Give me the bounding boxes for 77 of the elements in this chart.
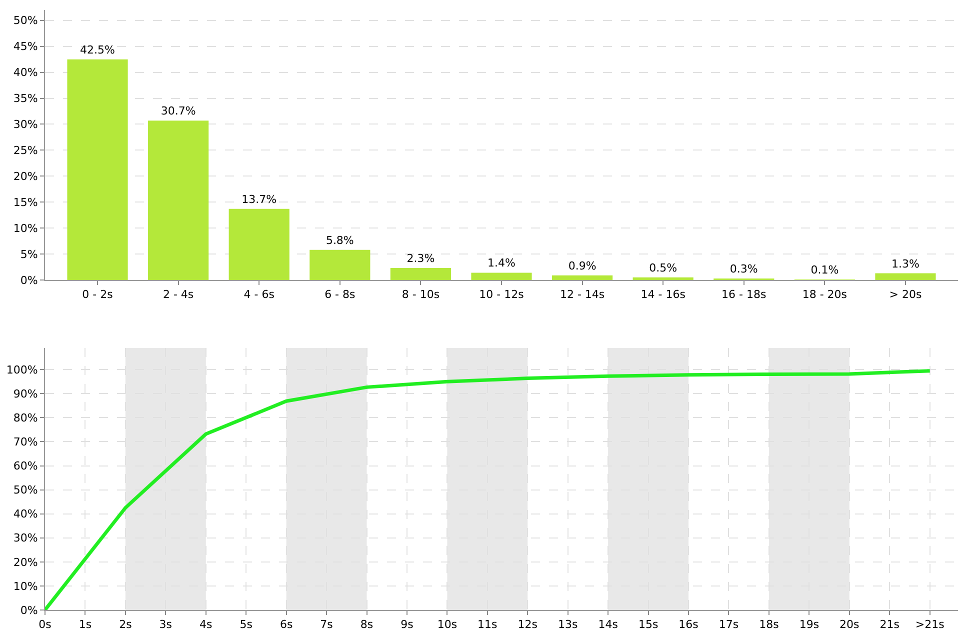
x-tick-label: 14 - 16s [640, 288, 686, 302]
data-label: 0.1% [810, 263, 839, 276]
x-tick-label: 12 - 14s [560, 288, 605, 302]
x-tick-label: 6 - 8s [324, 288, 356, 302]
y-tick-label: 90% [13, 388, 38, 401]
y-tick-label: 5% [20, 248, 38, 261]
y-tick-label: 50% [13, 484, 38, 497]
x-tick-label: 17s [718, 618, 739, 632]
x-tick-label: 19s [799, 618, 820, 632]
data-label: 1.3% [892, 257, 920, 270]
x-tick-label: 4s [200, 618, 213, 632]
x-tick-label: 2s [119, 618, 132, 632]
y-tick-label: 0% [20, 274, 38, 287]
x-tick-label: 18 - 20s [802, 288, 848, 302]
x-tick-label: 4 - 6s [244, 288, 275, 302]
x-tick-label: 15s [638, 618, 658, 632]
y-tick-label: 70% [13, 436, 38, 449]
data-label: 0.9% [568, 259, 596, 272]
bar [552, 275, 613, 280]
x-tick-label: 0 - 2s [82, 288, 114, 302]
y-tick-label: 15% [13, 196, 38, 209]
x-tick-label: 16 - 18s [722, 288, 767, 302]
x-tick-label: 8 - 10s [402, 288, 440, 302]
data-label: 13.7% [242, 192, 277, 206]
y-tick-label: 10% [13, 222, 38, 235]
y-tick-label: 30% [13, 118, 38, 132]
y-tick-label: 80% [13, 412, 38, 425]
y-tick-label: 40% [13, 66, 38, 80]
data-label: 0.3% [730, 262, 758, 276]
bar [471, 272, 532, 280]
line-series [45, 369, 932, 610]
x-tick-label: 1s [78, 618, 92, 632]
x-tick-label: 13s [558, 618, 578, 632]
bar [67, 59, 128, 280]
x-tick-label: 8s [360, 618, 374, 632]
y-tick-label: 20% [13, 556, 38, 569]
y-tick-label: 35% [13, 92, 38, 106]
bar [148, 120, 209, 280]
x-tick-label: 6s [280, 618, 293, 632]
data-label: 2.3% [406, 252, 435, 266]
x-tick-label: 2 - 4s [162, 288, 194, 302]
x-tick-label: 12s [518, 618, 538, 632]
bar [632, 277, 694, 280]
x-tick-label: 9s [400, 618, 414, 632]
x-tick-label: 11s [478, 618, 498, 632]
x-tick-label: 20s [840, 618, 860, 632]
data-label: 30.7% [160, 104, 196, 118]
x-tick-label: 14s [598, 618, 618, 632]
x-tick-label: 3s [159, 618, 172, 632]
x-tick-label: 18s [759, 618, 780, 632]
y-tick-label: 30% [13, 532, 38, 545]
y-tick-label: 60% [13, 460, 38, 473]
x-tick-label: 5s [240, 618, 253, 632]
y-tick-label: 40% [13, 508, 38, 521]
data-label: 0.5% [649, 261, 678, 274]
x-tick-label: >21s [915, 618, 945, 632]
x-tick-label: 10s [437, 618, 458, 632]
x-tick-label: 16s [678, 618, 699, 632]
data-label: 42.5% [80, 43, 115, 56]
y-tick-label: 10% [13, 580, 38, 593]
x-tick-label: 10 - 12s [479, 288, 524, 302]
bar [390, 268, 451, 280]
x-tick-label: 7s [320, 618, 334, 632]
bar [228, 208, 290, 280]
y-tick-label: 50% [13, 14, 38, 28]
bar [310, 250, 370, 280]
y-tick-label: 45% [13, 40, 38, 54]
data-label: 5.8% [326, 234, 354, 247]
data-label: 1.4% [488, 256, 516, 270]
x-tick-label: 0s [38, 618, 52, 632]
x-tick-label: 21s [880, 618, 900, 632]
y-tick-label: 100% [6, 363, 38, 376]
bar [875, 273, 936, 280]
y-tick-label: 0% [20, 604, 38, 617]
y-tick-label: 20% [13, 170, 38, 183]
y-tick-label: 25% [13, 144, 38, 158]
x-tick-label: > 20s [889, 288, 922, 302]
